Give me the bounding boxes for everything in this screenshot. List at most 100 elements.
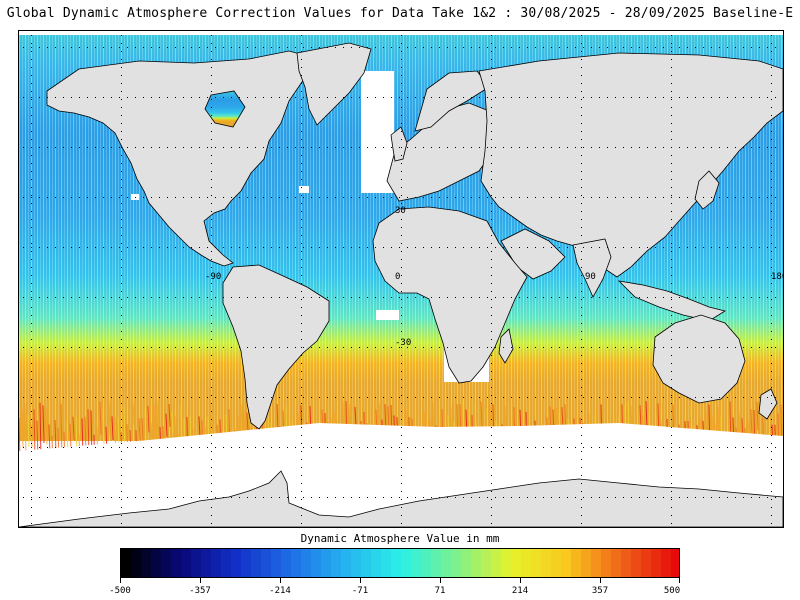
- graticule-dot: [159, 397, 160, 398]
- graticule-dot: [159, 47, 160, 48]
- graticule-dot: [703, 297, 704, 298]
- graticule-dot: [743, 297, 744, 298]
- graticule-dot: [581, 339, 582, 340]
- graticule-dot: [615, 47, 616, 48]
- graticule-dot: [671, 371, 672, 372]
- graticule-dot: [463, 447, 464, 448]
- graticule-dot: [671, 467, 672, 468]
- graticule-dot: [211, 267, 212, 268]
- graticule-dot: [121, 475, 122, 476]
- graticule-dot: [583, 147, 584, 148]
- graticule-dot: [491, 211, 492, 212]
- graticule-dot: [491, 147, 492, 148]
- graticule-dot: [239, 347, 240, 348]
- graticule-dot: [215, 97, 216, 98]
- graticule-dot: [719, 497, 720, 498]
- graticule-dot: [23, 247, 24, 248]
- graticule-dot: [607, 247, 608, 248]
- graticule-dot: [223, 97, 224, 98]
- graticule-dot: [103, 447, 104, 448]
- graticule-dot: [671, 275, 672, 276]
- colorbar: [120, 548, 680, 578]
- graticule-dot: [143, 147, 144, 148]
- colorbar-tick-label: -500: [109, 586, 131, 596]
- graticule-dot: [491, 187, 492, 188]
- graticule-dot: [111, 447, 112, 448]
- graticule-dot: [735, 497, 736, 498]
- graticule-dot: [439, 47, 440, 48]
- graticule-dot: [135, 247, 136, 248]
- colorbar-cell: [371, 549, 381, 577]
- colorbar-cell: [381, 549, 391, 577]
- graticule-dot: [503, 197, 504, 198]
- graticule-dot: [771, 443, 772, 444]
- graticule-dot: [663, 397, 664, 398]
- graticule-dot: [31, 523, 32, 524]
- graticule-dot: [367, 497, 368, 498]
- graticule-dot: [671, 247, 672, 248]
- graticule-dot: [771, 147, 772, 148]
- graticule-dot: [671, 355, 672, 356]
- graticule-dot: [771, 35, 772, 36]
- graticule-dot: [679, 147, 680, 148]
- graticule-dot: [735, 297, 736, 298]
- graticule-dot: [311, 247, 312, 248]
- graticule-dot: [581, 147, 582, 148]
- graticule-dot: [79, 447, 80, 448]
- graticule-dot: [407, 297, 408, 298]
- graticule-dot: [191, 347, 192, 348]
- graticule-dot: [491, 203, 492, 204]
- graticule-dot: [301, 283, 302, 284]
- graticule-dot: [31, 371, 32, 372]
- graticule-dot: [581, 43, 582, 44]
- graticule-dot: [135, 197, 136, 198]
- graticule-dot: [211, 491, 212, 492]
- graticule-dot: [581, 355, 582, 356]
- graticule-dot: [31, 107, 32, 108]
- graticule-dot: [295, 297, 296, 298]
- graticule-dot: [655, 497, 656, 498]
- graticule-dot: [581, 411, 582, 412]
- graticule-dot: [79, 97, 80, 98]
- graticule-dot: [401, 403, 402, 404]
- graticule-dot: [31, 291, 32, 292]
- graticule-dot: [211, 227, 212, 228]
- graticule-dot: [121, 123, 122, 124]
- graticule-dot: [431, 197, 432, 198]
- graticule-dot: [439, 397, 440, 398]
- graticule-dot: [455, 447, 456, 448]
- graticule-dot: [447, 147, 448, 148]
- graticule-dot: [581, 427, 582, 428]
- graticule-dot: [401, 475, 402, 476]
- graticule-dot: [775, 297, 776, 298]
- graticule-dot: [599, 147, 600, 148]
- graticule-dot: [95, 397, 96, 398]
- graticule-dot: [581, 435, 582, 436]
- graticule-dot: [121, 187, 122, 188]
- graticule-dot: [671, 475, 672, 476]
- colorbar-cell: [641, 549, 651, 577]
- graticule-dot: [39, 197, 40, 198]
- graticule-dot: [247, 147, 248, 148]
- graticule-dot: [211, 51, 212, 52]
- graticule-dot: [359, 447, 360, 448]
- africa: [372, 206, 528, 384]
- graticule-dot: [551, 247, 552, 248]
- graticule-dot: [401, 179, 402, 180]
- graticule-dot: [639, 497, 640, 498]
- graticule-dot: [559, 97, 560, 98]
- graticule-dot: [511, 147, 512, 148]
- graticule-dot: [121, 227, 122, 228]
- graticule-dot: [491, 467, 492, 468]
- data-streak: [111, 416, 114, 441]
- graticule-dot: [211, 403, 212, 404]
- graticule-dot: [415, 97, 416, 98]
- graticule-dot: [127, 247, 128, 248]
- graticule-dot: [231, 497, 232, 498]
- graticule-dot: [671, 447, 672, 448]
- graticule-dot: [775, 497, 776, 498]
- graticule-dot: [95, 447, 96, 448]
- graticule-dot: [655, 397, 656, 398]
- graticule-dot: [119, 47, 120, 48]
- graticule-dot: [239, 297, 240, 298]
